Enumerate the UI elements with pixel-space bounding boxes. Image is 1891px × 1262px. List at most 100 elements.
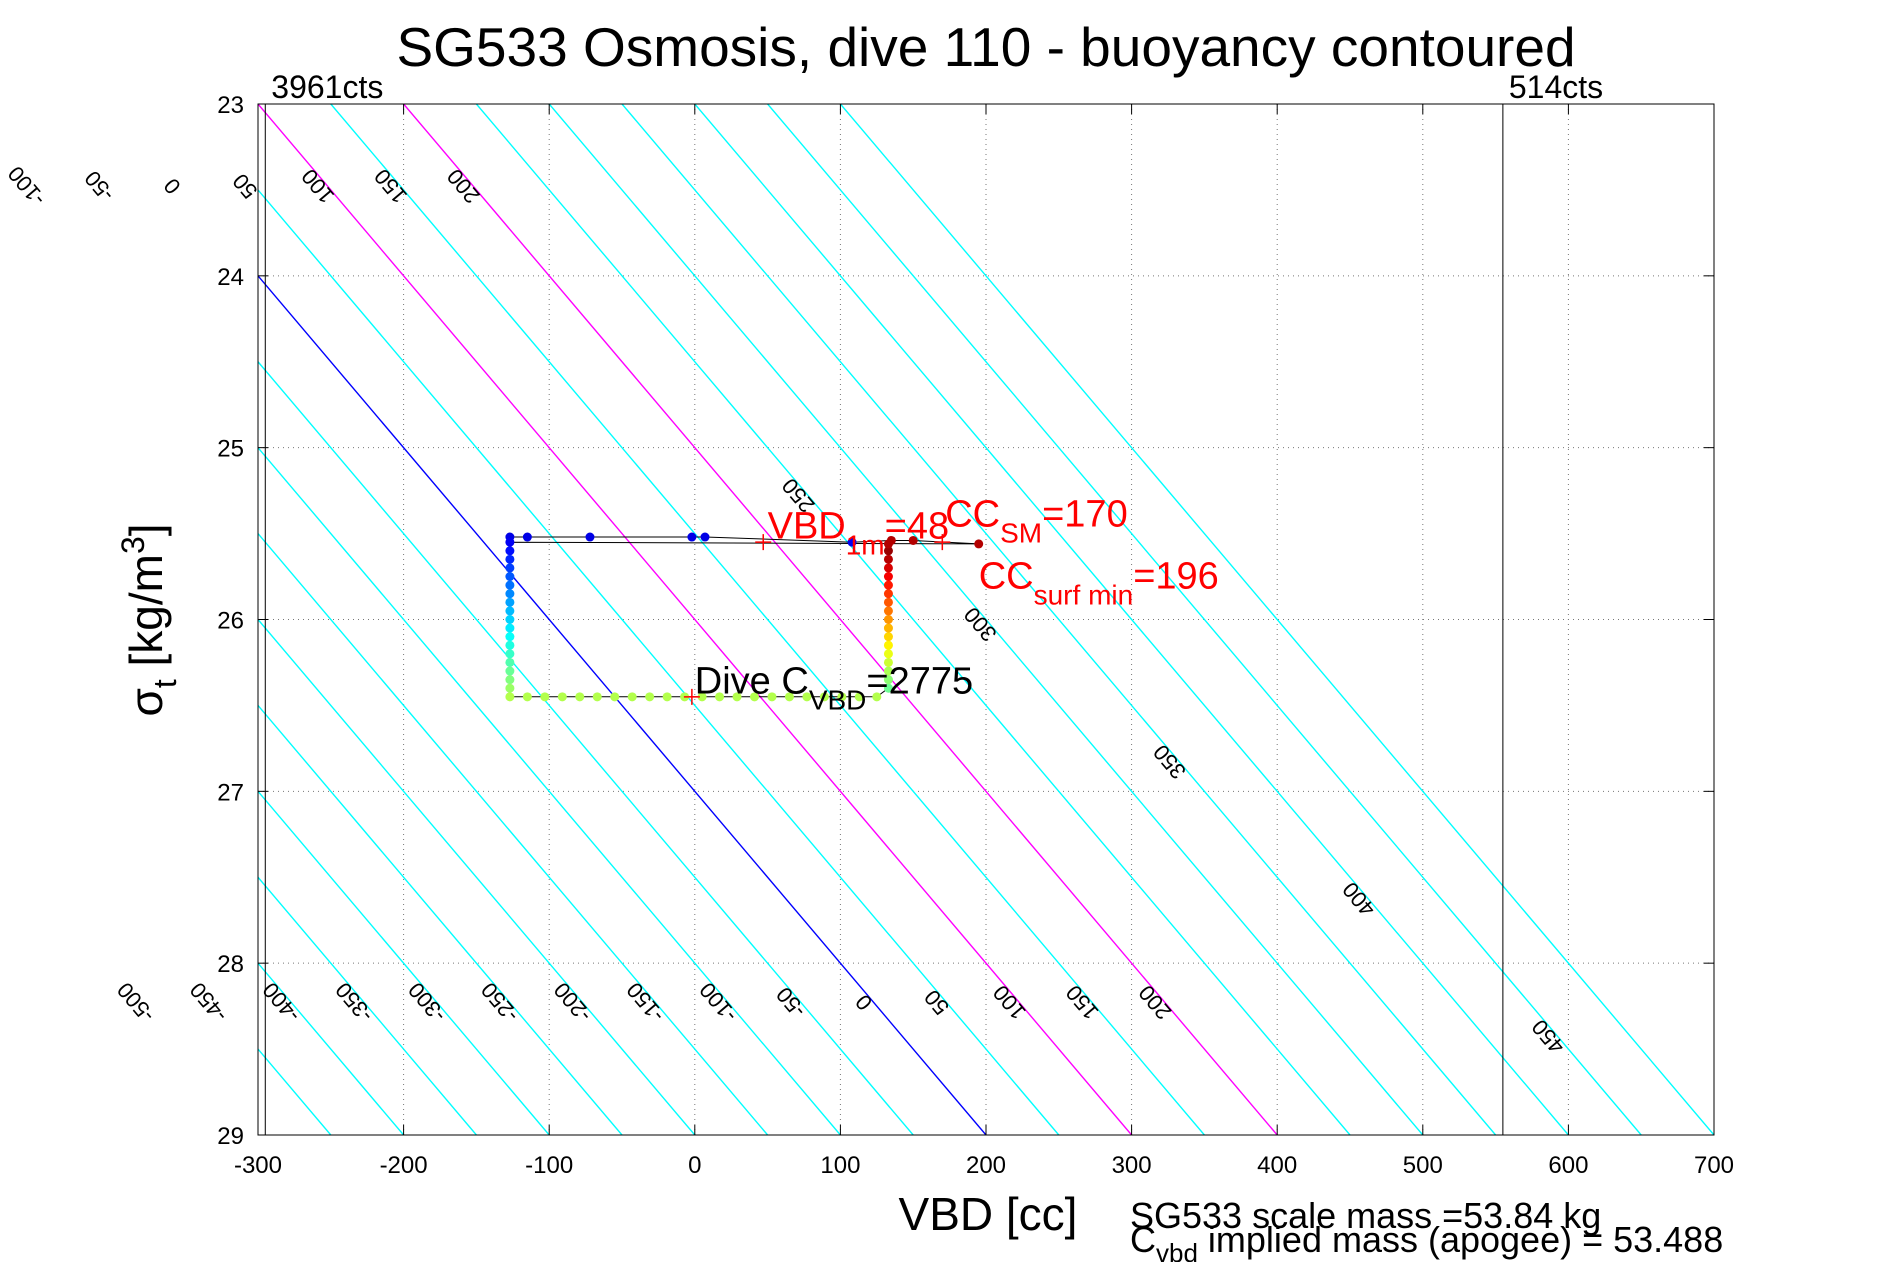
x-tick-label: 700 xyxy=(1694,1152,1734,1179)
footer-rest: implied mass (apogee) = 53.488 xyxy=(1198,1219,1723,1260)
data-point xyxy=(883,563,893,573)
data-point xyxy=(610,692,620,702)
annotation-main: CC xyxy=(945,494,1000,536)
data-point xyxy=(883,554,893,564)
data-point xyxy=(662,692,672,702)
data-point xyxy=(819,692,829,702)
svg-text:σt [kg/m3]: σt [kg/m3] xyxy=(115,523,183,716)
annotation-value: =196 xyxy=(1133,556,1219,598)
data-point xyxy=(883,632,893,642)
data-point xyxy=(715,692,725,702)
data-point xyxy=(522,532,532,542)
data-point xyxy=(505,572,515,582)
contour-line xyxy=(258,790,550,1135)
vbd-limit-label: 3961cts xyxy=(271,69,383,105)
annotation-sub: SM xyxy=(1000,518,1042,549)
data-point xyxy=(505,657,515,667)
x-tick-label: 0 xyxy=(688,1152,701,1179)
data-point xyxy=(974,539,984,549)
y-axis-label: σt [kg/m3] xyxy=(115,523,183,716)
annotation: Dive CVBD=2775 xyxy=(695,660,973,715)
y-tick-label: 28 xyxy=(217,951,244,978)
data-point xyxy=(557,692,567,702)
data-point xyxy=(908,535,918,545)
data-point xyxy=(883,623,893,633)
plus-marker xyxy=(934,534,951,551)
contour-line xyxy=(258,876,477,1135)
contour-line xyxy=(403,104,1278,1135)
contour-line xyxy=(330,104,1205,1135)
data-point xyxy=(505,537,515,547)
y-label-rest: [kg/m xyxy=(120,554,172,679)
annotation: VBD1m=48 xyxy=(768,506,950,561)
annotation-sub: surf min xyxy=(1034,580,1134,611)
data-point xyxy=(854,692,864,702)
data-point xyxy=(784,692,794,702)
red-markers xyxy=(683,534,951,705)
data-point xyxy=(505,554,515,564)
plus-marker xyxy=(683,688,700,705)
annotation: CCsurf min=196 xyxy=(979,556,1219,611)
contour-line xyxy=(258,532,769,1135)
x-tick-label: 100 xyxy=(820,1152,860,1179)
data-point xyxy=(883,683,893,693)
data-point xyxy=(645,692,655,702)
data-point xyxy=(700,532,710,542)
data-point xyxy=(505,692,515,702)
data-point xyxy=(505,546,515,556)
contour-line xyxy=(258,104,1133,1135)
y-label-sup: 3 xyxy=(115,536,151,554)
data-point xyxy=(505,683,515,693)
data-point xyxy=(883,546,893,556)
data-point xyxy=(802,692,812,702)
x-tick-label: -200 xyxy=(380,1152,428,1179)
annotation-main: VBD xyxy=(768,506,846,548)
contour-line xyxy=(621,104,1497,1135)
contour-line xyxy=(258,704,623,1135)
data-point xyxy=(847,537,857,547)
data-point xyxy=(883,615,893,624)
annotation-sub: 1m xyxy=(846,530,885,561)
data-point xyxy=(505,580,515,590)
data-point xyxy=(505,563,515,573)
x-tick-label: -100 xyxy=(525,1152,573,1179)
data-point xyxy=(540,692,550,702)
data-point xyxy=(505,632,515,642)
chart-title: SG533 Osmosis, dive 110 - buoyancy conto… xyxy=(396,16,1575,78)
data-point xyxy=(522,692,532,702)
y-tick-label: 24 xyxy=(217,264,244,291)
footer-vbd-sub: vbd xyxy=(1156,1238,1198,1262)
y-label-sub: t xyxy=(147,679,183,688)
axis-ticks: -300 -200 -100 0 100 200 300 400 500 600 700 23 24 25… xyxy=(217,92,1734,1179)
contour-line xyxy=(548,104,1424,1135)
y-tick-label: 29 xyxy=(217,1123,244,1150)
x-tick-label: 500 xyxy=(1403,1152,1443,1179)
data-point xyxy=(732,692,742,702)
data-point xyxy=(749,692,759,702)
data-point xyxy=(505,615,515,624)
footer-c: C xyxy=(1130,1219,1156,1260)
annotation-sub: VBD xyxy=(809,684,867,715)
data-point xyxy=(883,675,893,685)
dive-points xyxy=(505,532,984,702)
y-label-main: σ xyxy=(120,688,172,716)
x-tick-label: 400 xyxy=(1257,1152,1297,1179)
contour-line xyxy=(258,446,841,1135)
data-point xyxy=(837,692,847,702)
vbd-limit-label: 514cts xyxy=(1509,69,1603,105)
contour-line xyxy=(694,104,1569,1135)
data-point xyxy=(697,692,707,702)
x-tick-label: -300 xyxy=(234,1152,282,1179)
data-point xyxy=(767,692,777,702)
contour-line xyxy=(767,104,1642,1135)
data-point xyxy=(872,692,882,702)
annotation-main: Dive C xyxy=(695,660,809,702)
data-point xyxy=(883,666,893,676)
annotation-main: CC xyxy=(979,556,1034,598)
data-point xyxy=(883,649,893,659)
x-axis-label: VBD [cc] xyxy=(899,1188,1078,1240)
data-point xyxy=(883,597,893,607)
data-point xyxy=(883,539,893,549)
